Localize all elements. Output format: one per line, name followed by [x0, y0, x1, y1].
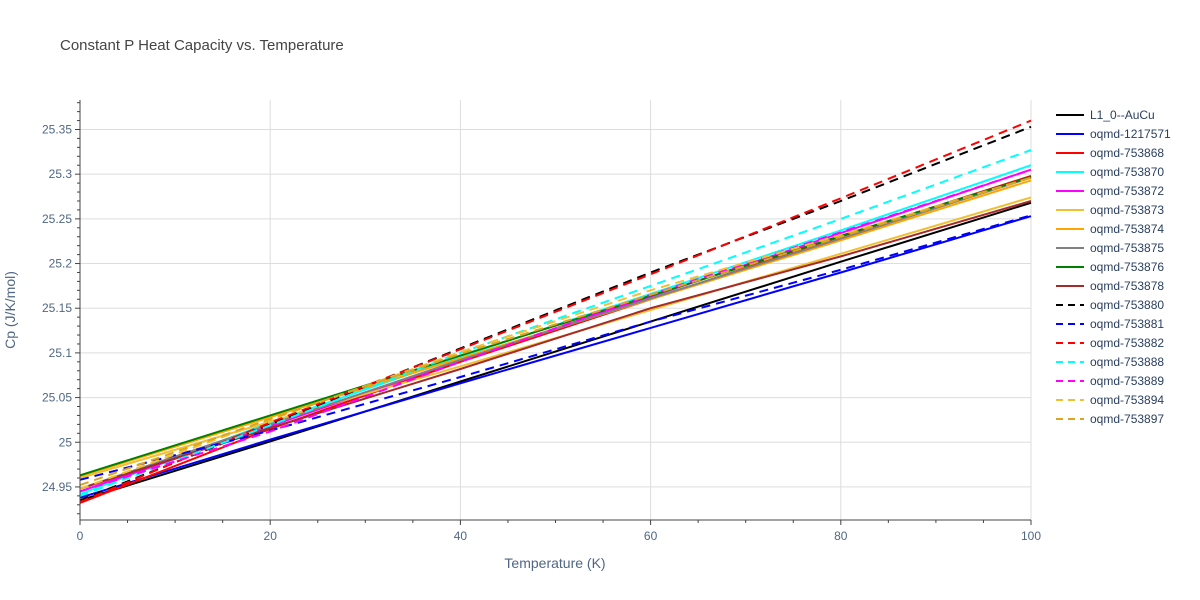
series-line [79, 201, 1032, 502]
y-tick-label: 25.2 [49, 257, 73, 271]
legend-entry-label: oqmd-753876 [1090, 260, 1164, 274]
grid-layer [80, 100, 1032, 520]
legend-entry-label: oqmd-753881 [1090, 317, 1164, 331]
legend-entry-label: oqmd-753872 [1090, 184, 1164, 198]
y-tick-label: 25.25 [42, 212, 72, 226]
legend-entry-label: oqmd-753880 [1090, 298, 1164, 312]
series-line [79, 176, 1032, 487]
legend-entry-label: oqmd-1217571 [1090, 127, 1171, 141]
y-tick-label: 25.3 [49, 167, 73, 181]
legend-entry-label: L1_0--AuCu [1090, 108, 1155, 122]
y-tick-label: 25 [59, 435, 73, 449]
series-line [79, 119, 1032, 504]
legend-entry-label: oqmd-753874 [1090, 222, 1164, 236]
x-tick-label: 100 [1021, 529, 1041, 543]
legend: L1_0--AuCu oqmd-1217571 oqmd-753868 oqmd-75… [1056, 108, 1171, 426]
series-line [79, 149, 1032, 497]
y-tick-label: 25.35 [42, 122, 72, 136]
legend-entry-label: oqmd-753897 [1090, 412, 1164, 426]
y-tick-label: 25.15 [42, 301, 72, 315]
legend-entry-label: oqmd-753873 [1090, 203, 1164, 217]
legend-entry-label: oqmd-753888 [1090, 355, 1164, 369]
legend-entry-label: oqmd-753889 [1090, 374, 1164, 388]
x-tick-label: 80 [834, 529, 848, 543]
y-tick-label: 25.1 [49, 346, 73, 360]
legend-entry-label: oqmd-753875 [1090, 241, 1164, 255]
legend-entry-label: oqmd-753868 [1090, 146, 1164, 160]
legend-entry-label: oqmd-753878 [1090, 279, 1164, 293]
x-tick-label: 20 [264, 529, 278, 543]
legend-entry-label: oqmd-753870 [1090, 165, 1164, 179]
x-tick-label: 0 [77, 529, 84, 543]
chart-title: Constant P Heat Capacity vs. Temperature [60, 37, 344, 54]
axes-layer: 0 20 40 60 80 100 24.95 25 25.05 25.1 25.15 25.2 25.… [42, 100, 1041, 543]
series-line [79, 176, 1032, 490]
series-line [79, 168, 1032, 493]
y-tick-label: 25.05 [42, 391, 72, 405]
y-tick-label: 24.95 [42, 480, 72, 494]
x-tick-label: 40 [454, 529, 468, 543]
x-axis-title: Temperature (K) [504, 555, 605, 571]
legend-entry-label: oqmd-753882 [1090, 336, 1164, 350]
x-tick-label: 60 [644, 529, 658, 543]
series-line [79, 215, 1032, 499]
legend-entry-label: oqmd-753894 [1090, 393, 1164, 407]
y-axis-title: Cp (J/K/mol) [2, 271, 18, 349]
series-layer [79, 119, 1032, 504]
